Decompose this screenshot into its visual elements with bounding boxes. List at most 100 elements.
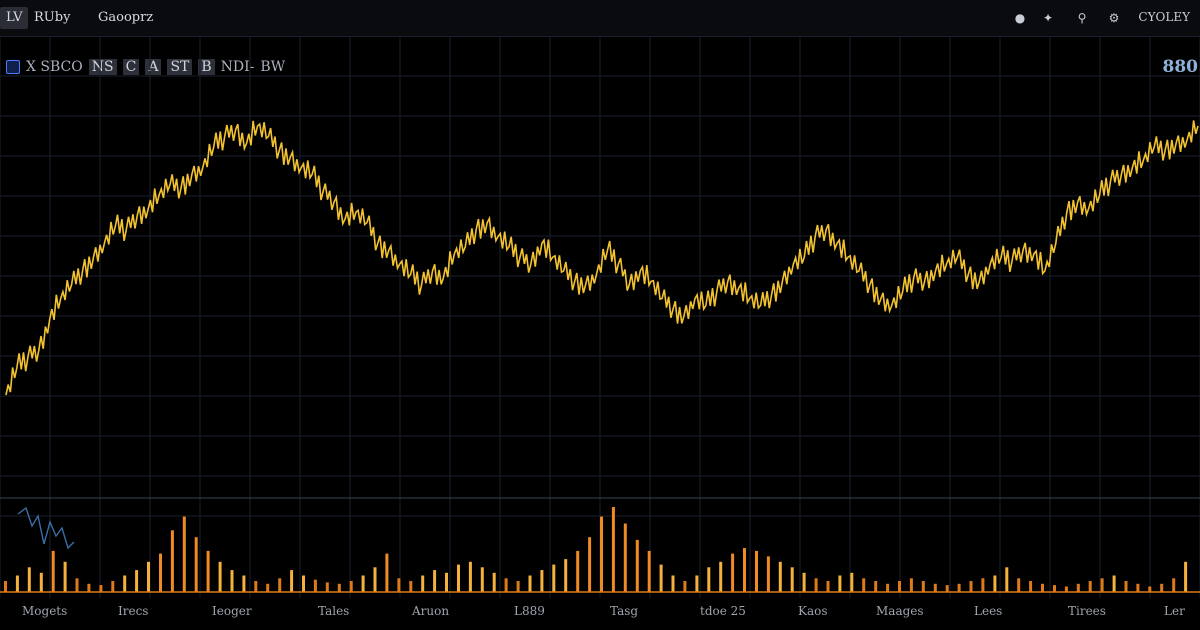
price-axis-label: 880 — [1162, 57, 1199, 77]
volume-bar — [480, 567, 484, 592]
volume-bar — [409, 581, 413, 592]
volume-bar — [921, 581, 925, 592]
volume-bar — [695, 575, 699, 592]
volume-bar — [445, 572, 448, 592]
circle-icon[interactable]: ● — [1014, 11, 1026, 25]
tab-ruby[interactable]: RUby — [34, 10, 71, 25]
volume-bar — [552, 564, 556, 592]
volume-bar — [182, 516, 186, 592]
volume-bar — [302, 575, 305, 592]
legend-tail: NDI- — [220, 59, 255, 75]
volume-bar — [909, 578, 913, 592]
x-axis: Mogets Irecs Ieoger Tales Aruon L889 Tasg tdoe … — [0, 598, 1200, 630]
top-toolbar: LV RUby Gaooprz ● ✦ ⚲ ⚙ CYOLEY — [0, 0, 1200, 37]
volume-bar — [313, 579, 317, 592]
volume-bar — [337, 583, 341, 592]
user-label[interactable]: CYOLEY — [1138, 10, 1190, 24]
volume-bar — [218, 561, 222, 592]
volume-bar — [576, 550, 580, 592]
x-tick-label: Lees — [974, 604, 1003, 618]
volume-bar — [1041, 583, 1044, 592]
volume-bar — [635, 539, 639, 592]
volume-bar — [349, 581, 353, 592]
volume-bar — [1172, 578, 1176, 592]
volume-bar — [993, 575, 997, 592]
volume-bar — [719, 561, 723, 592]
volume-bar — [1100, 578, 1104, 592]
legend-field: A — [145, 59, 162, 75]
volume-bar — [1029, 581, 1033, 592]
volume-bars — [0, 507, 1200, 593]
legend-value: BW — [260, 59, 286, 75]
x-tick-label: L889 — [514, 604, 545, 618]
volume-bar — [170, 530, 174, 592]
volume-bar — [99, 585, 103, 592]
volume-bar — [111, 581, 115, 592]
volume-bar — [1076, 583, 1080, 592]
volume-bar — [778, 561, 782, 592]
x-tick-label: Tales — [318, 604, 350, 618]
puzzle-icon[interactable]: ✦ — [1042, 11, 1054, 25]
price-chart[interactable] — [0, 36, 1200, 598]
volume-bar — [421, 575, 425, 592]
tab-gaooprz[interactable]: Gaooprz — [98, 10, 154, 25]
x-tick-label: Ler — [1164, 604, 1185, 618]
x-tick-label: Ieoger — [212, 604, 252, 618]
x-tick-label: Tirees — [1068, 604, 1106, 618]
volume-bar — [611, 507, 615, 592]
volume-bar — [957, 583, 961, 592]
symbol-badge-icon[interactable] — [6, 60, 20, 74]
volume-bar — [802, 572, 806, 592]
volume-bar — [707, 567, 711, 592]
volume-bar — [1053, 585, 1056, 592]
volume-bar — [254, 581, 258, 592]
volume-bar — [588, 537, 592, 592]
volume-bar — [147, 561, 150, 592]
x-tick-label: Tasg — [610, 604, 639, 618]
volume-bar — [731, 553, 735, 592]
volume-bar — [385, 553, 389, 592]
price-line — [5, 120, 1199, 396]
volume-bar — [206, 550, 210, 592]
volume-bar — [15, 575, 19, 592]
volume-bar — [981, 578, 985, 592]
volume-bar — [278, 578, 282, 592]
pin-icon[interactable]: ⚲ — [1077, 11, 1087, 25]
volume-bar — [135, 570, 139, 592]
x-tick-label: Irecs — [118, 604, 149, 618]
volume-bar — [623, 523, 627, 592]
volume-bar — [933, 583, 937, 592]
legend-field: ST — [167, 59, 193, 75]
volume-bar — [945, 585, 949, 592]
volume-bar — [242, 575, 246, 592]
volume-bar — [969, 581, 973, 592]
volume-bar — [1184, 561, 1188, 592]
volume-bar — [1124, 581, 1128, 592]
settings-icon[interactable]: ⚙ — [1108, 11, 1120, 25]
tab-lv[interactable]: LV — [0, 7, 29, 29]
volume-bar — [468, 561, 472, 592]
volume-bar — [755, 550, 758, 592]
chart-grid — [0, 36, 1200, 598]
volume-bar — [123, 575, 127, 592]
volume-bar — [63, 561, 67, 592]
volume-bar — [290, 570, 294, 592]
volume-bar — [790, 567, 794, 592]
legend-field: NS — [88, 59, 117, 75]
volume-bar — [492, 572, 496, 592]
symbol-label[interactable]: X SBCO — [26, 59, 83, 75]
volume-bar — [230, 570, 234, 592]
volume-bar — [1136, 583, 1140, 592]
volume-bar — [194, 537, 198, 592]
x-tick-label: Kaos — [798, 604, 828, 618]
chart-legend: X SBCO NS C A ST B NDI- BW — [6, 58, 285, 76]
volume-bar — [457, 564, 460, 592]
volume-bar — [75, 578, 79, 592]
volume-bar — [600, 516, 603, 592]
volume-bar — [4, 581, 7, 592]
x-tick-label: Aruon — [412, 604, 450, 618]
volume-bar — [1005, 567, 1009, 592]
volume-bar — [838, 575, 842, 592]
volume-bar — [87, 583, 91, 592]
oscillator-line — [17, 506, 75, 550]
